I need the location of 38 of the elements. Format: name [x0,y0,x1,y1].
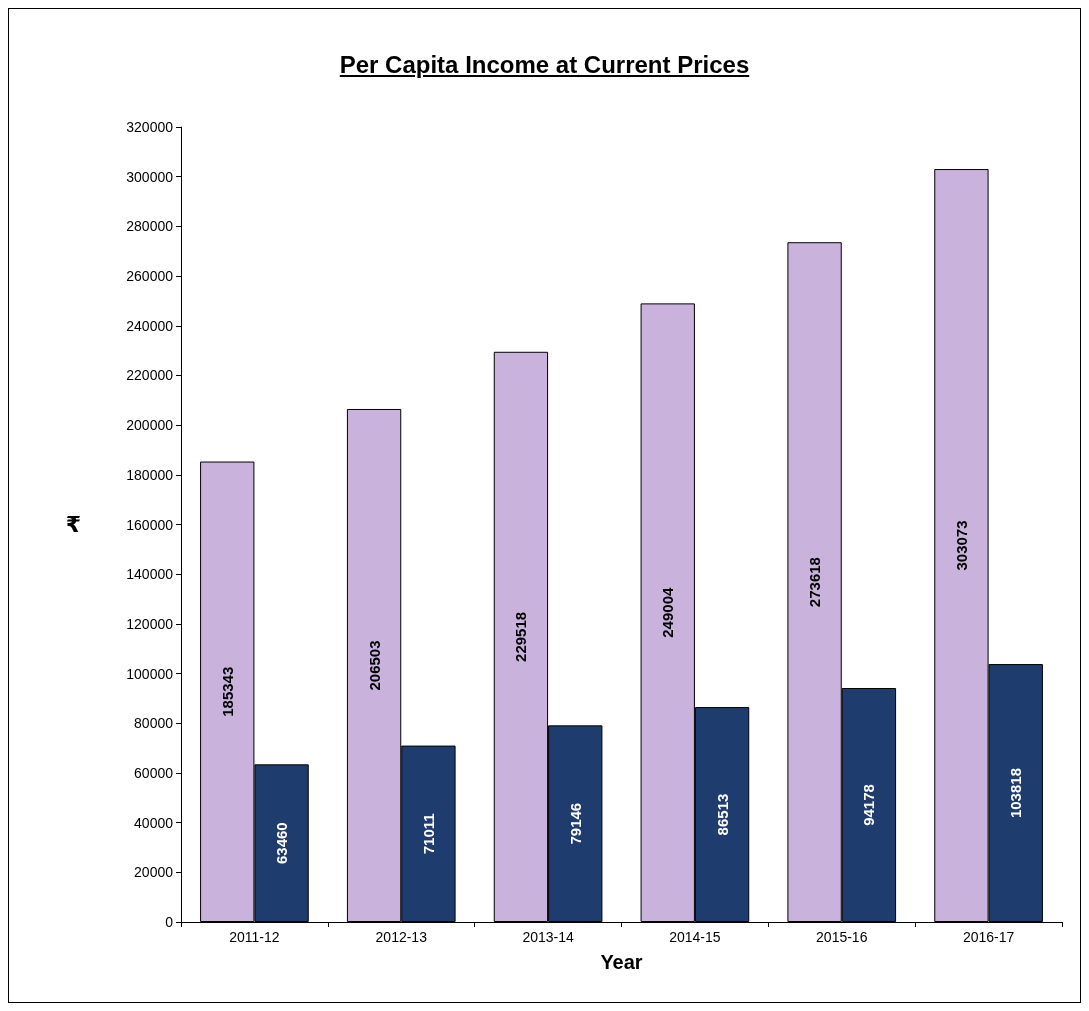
y-tick-label: 0 [165,914,174,930]
x-tick-label: 2015-16 [816,929,868,945]
y-tick-label: 220000 [126,367,174,384]
data-label: 94178 [860,784,878,826]
data-label: 249004 [659,587,677,638]
data-label: 103818 [1007,768,1025,819]
y-tick-label: 140000 [126,566,174,583]
y-tick-label: 240000 [126,317,174,334]
data-label: 185343 [218,666,236,717]
y-tick-label: 20000 [134,864,174,881]
y-tick-label: 180000 [126,466,174,483]
data-label: 63460 [273,822,291,865]
y-tick-label: 320000 [126,119,174,135]
y-tick-label: 100000 [126,665,174,682]
data-label: 273618 [806,557,824,608]
y-tick-label: 200000 [126,417,174,434]
y-tick-label: 40000 [134,814,174,831]
data-label: 86513 [713,793,731,836]
y-tick-label: 60000 [134,764,174,781]
x-tick-label: 2013-14 [522,929,574,945]
x-tick-label: 2011-12 [229,929,280,945]
x-tick-label: 2014-15 [669,929,721,945]
x-tick-label: 2016-17 [962,929,1015,945]
y-tick-label: 260000 [126,268,174,285]
y-tick-label: 300000 [126,168,174,185]
y-tick-label: 120000 [126,615,174,632]
chart-title: Per Capita Income at Current Prices [338,51,751,79]
data-label: 206503 [365,640,383,691]
y-tick-label: 280000 [126,218,174,235]
data-label: 229518 [512,611,530,662]
x-axis-title: Year [600,951,643,973]
data-label: 79146 [566,802,584,845]
data-label: 303073 [952,520,970,571]
data-label: 71011 [419,813,437,855]
x-tick-label: 2012-13 [375,929,428,945]
y-tick-label: 160000 [126,516,174,533]
y-axis-title: ₹ [65,512,81,537]
y-tick-label: 80000 [134,715,174,732]
